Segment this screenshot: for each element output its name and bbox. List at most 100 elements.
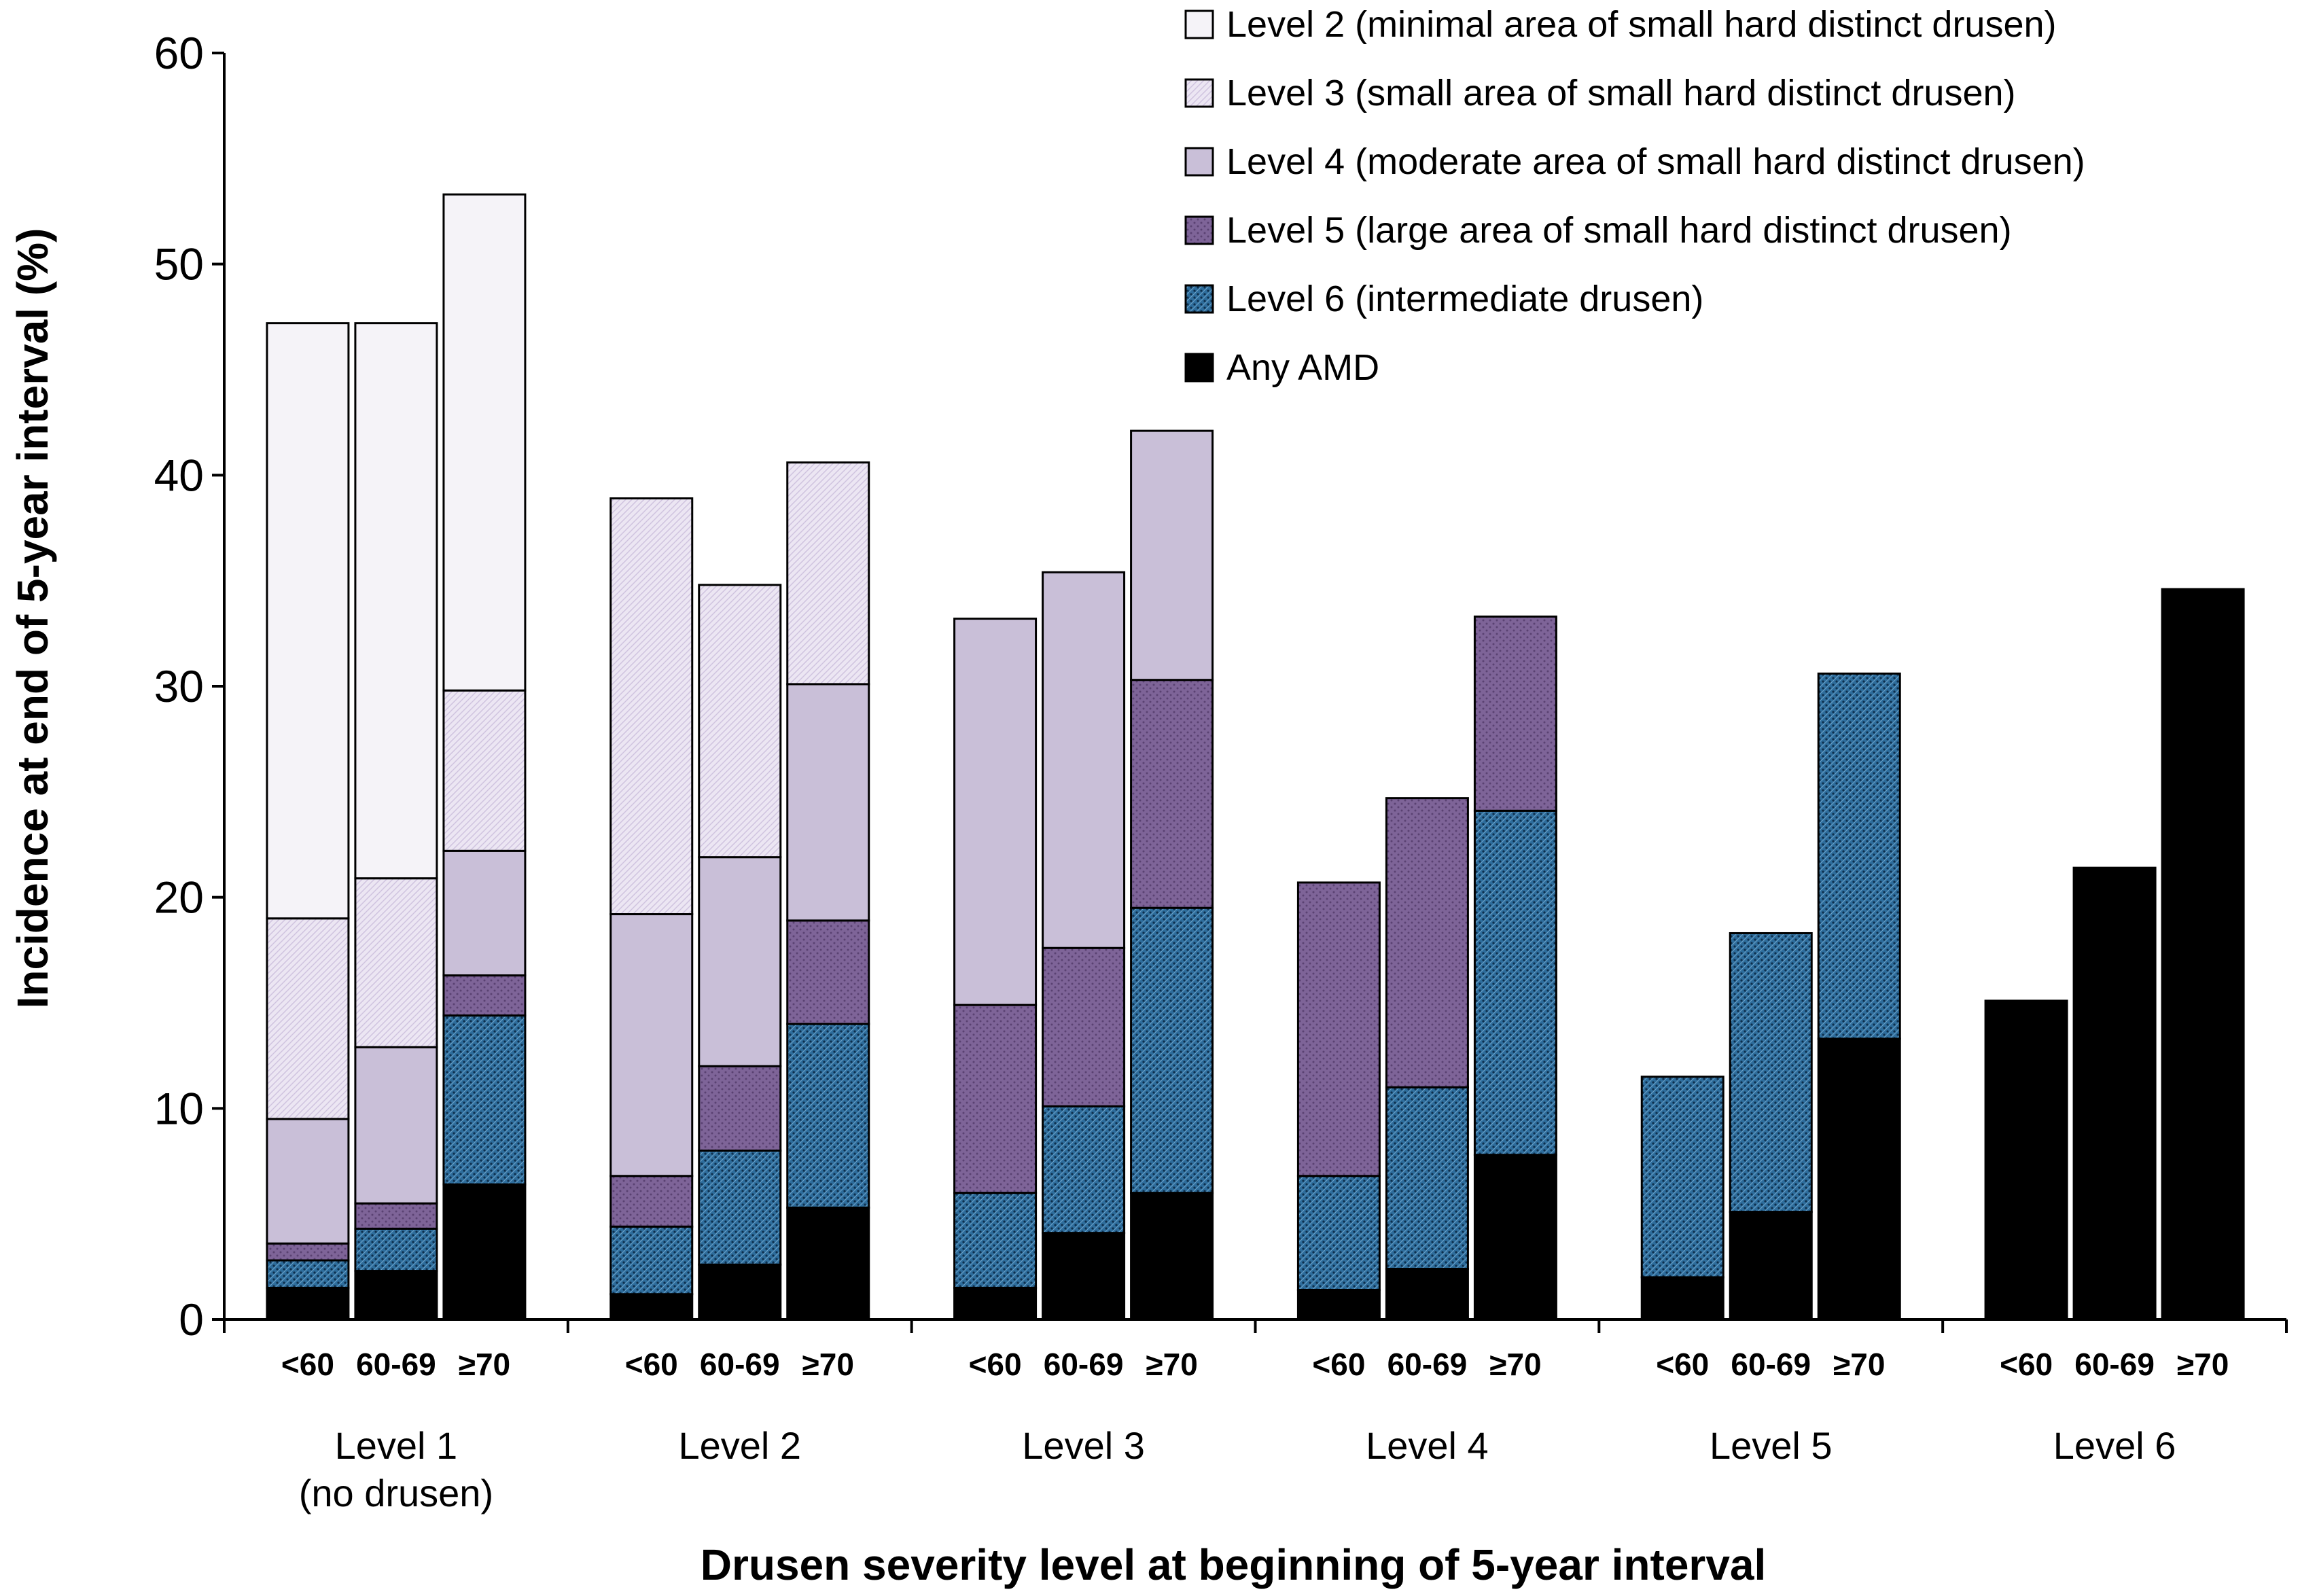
bar-segment	[786, 919, 870, 1025]
bar-segment	[1385, 797, 1469, 1088]
x-axis: <60 60-69 ≥70 Level 1 (no drusen) <60 60-69 ≥70…	[223, 1318, 2288, 1514]
legend: Level 2 (minimal area of small hard dist…	[1184, 4, 2085, 388]
bar-segment	[1296, 1175, 1381, 1292]
age-label: <60	[2000, 1347, 2053, 1382]
age-label: ≥70	[1833, 1347, 1885, 1382]
legend-label: Level 6 (intermediate drusen)	[1226, 279, 1703, 319]
age-label: ≥70	[1489, 1347, 1541, 1382]
age-label: 60-69	[2074, 1347, 2155, 1382]
bar-segment	[1042, 1105, 1126, 1235]
bar-segment	[2161, 588, 2245, 1321]
bar-segment	[609, 1293, 694, 1321]
bar-segment	[698, 584, 782, 859]
bar-segment	[266, 1242, 350, 1262]
bar-segment	[354, 1046, 438, 1205]
bar-segment	[609, 913, 694, 1177]
y-axis: 0 10 20 30 40 50 60	[154, 28, 226, 1345]
bar-segment	[1042, 946, 1126, 1107]
y-tick-label: 30	[154, 661, 204, 711]
age-label: 60-69	[356, 1347, 436, 1382]
bar-segment	[1984, 999, 2068, 1321]
legend-swatch	[1184, 215, 1214, 245]
age-label: 60-69	[1387, 1347, 1468, 1382]
legend-swatch	[1184, 147, 1214, 177]
age-label: ≥70	[1146, 1347, 1197, 1382]
bars	[266, 193, 2245, 1321]
y-tick-label: 40	[154, 450, 204, 500]
age-label: 60-69	[1044, 1347, 1124, 1382]
bar-segment	[354, 1227, 438, 1273]
bar-segment	[1130, 1192, 1214, 1321]
bar-segment	[1130, 429, 1214, 681]
age-label: ≥70	[802, 1347, 854, 1382]
age-label: <60	[625, 1347, 678, 1382]
bar-segment	[1385, 1267, 1469, 1321]
bar-segment	[1473, 615, 1557, 812]
bar-segment	[442, 974, 527, 1017]
group-label: Level 2	[678, 1424, 801, 1467]
group-label: Level 6	[2053, 1424, 2176, 1467]
legend-label: Any AMD	[1226, 347, 1379, 388]
bar-segment	[354, 322, 438, 880]
x-axis-title: Drusen severity level at beginning of 5-…	[701, 1540, 1767, 1589]
y-tick-label: 0	[179, 1294, 204, 1345]
bar-segment	[2072, 866, 2157, 1321]
bar-segment	[786, 1206, 870, 1321]
bar-segment	[609, 1225, 694, 1296]
bar-segment	[266, 917, 350, 1120]
bar-segment	[953, 1286, 1038, 1321]
bar-segment	[442, 1014, 527, 1186]
age-label: ≥70	[2177, 1347, 2229, 1382]
bar-segment	[442, 193, 527, 692]
bar-segment	[442, 689, 527, 852]
bar-segment	[1640, 1076, 1724, 1279]
bar-segment	[1473, 809, 1557, 1156]
legend-label: Level 3 (small area of small hard distin…	[1226, 73, 2016, 113]
bar-segment	[1640, 1276, 1724, 1321]
bar-segment	[698, 1263, 782, 1321]
y-tick-label: 20	[154, 872, 204, 923]
bar-segment	[354, 1270, 438, 1321]
bar-segment	[1473, 1154, 1557, 1321]
bar-segment	[354, 1202, 438, 1230]
group-label: Level 1	[335, 1424, 458, 1467]
legend-label: Level 4 (moderate area of small hard dis…	[1226, 141, 2085, 182]
bar-segment	[1296, 881, 1381, 1177]
bar-segment	[609, 1175, 694, 1228]
bar-segment	[1385, 1086, 1469, 1270]
legend-label: Level 5 (large area of small hard distin…	[1226, 210, 2012, 251]
bar-segment	[442, 1183, 527, 1321]
age-label: <60	[969, 1347, 1022, 1382]
bar-segment	[442, 849, 527, 977]
bar-segment	[266, 1118, 350, 1245]
age-label: <60	[1656, 1347, 1709, 1382]
legend-label: Level 2 (minimal area of small hard dist…	[1226, 4, 2057, 45]
group-label: Level 3	[1022, 1424, 1145, 1467]
bar-segment	[953, 1004, 1038, 1194]
bar-segment	[698, 1149, 782, 1266]
bar-segment	[1130, 679, 1214, 909]
bar-segment	[1729, 932, 1813, 1213]
bar-segment	[786, 1023, 870, 1209]
legend-swatch	[1184, 284, 1214, 314]
bar-segment	[1817, 1038, 1901, 1321]
y-tick-label: 50	[154, 239, 204, 289]
group-sublabel: (no drusen)	[299, 1472, 493, 1514]
bar-segment	[354, 877, 438, 1048]
bar-segment	[953, 1192, 1038, 1289]
bar-segment	[1042, 1232, 1126, 1321]
bar-segment	[698, 856, 782, 1067]
age-label: <60	[281, 1347, 334, 1382]
y-tick-label: 60	[154, 28, 204, 78]
y-tick-label: 10	[154, 1083, 204, 1133]
bar-segment	[786, 461, 870, 686]
age-label: <60	[1312, 1347, 1365, 1382]
bar-segment	[266, 1286, 350, 1321]
bar-segment	[1296, 1289, 1381, 1321]
bar-segment	[953, 618, 1038, 1006]
bar-segment	[1042, 571, 1126, 949]
group-label: Level 5	[1710, 1424, 1833, 1467]
age-label: 60-69	[1731, 1347, 1811, 1382]
y-axis-title: Incidence at end of 5-year interval (%)	[8, 228, 57, 1009]
